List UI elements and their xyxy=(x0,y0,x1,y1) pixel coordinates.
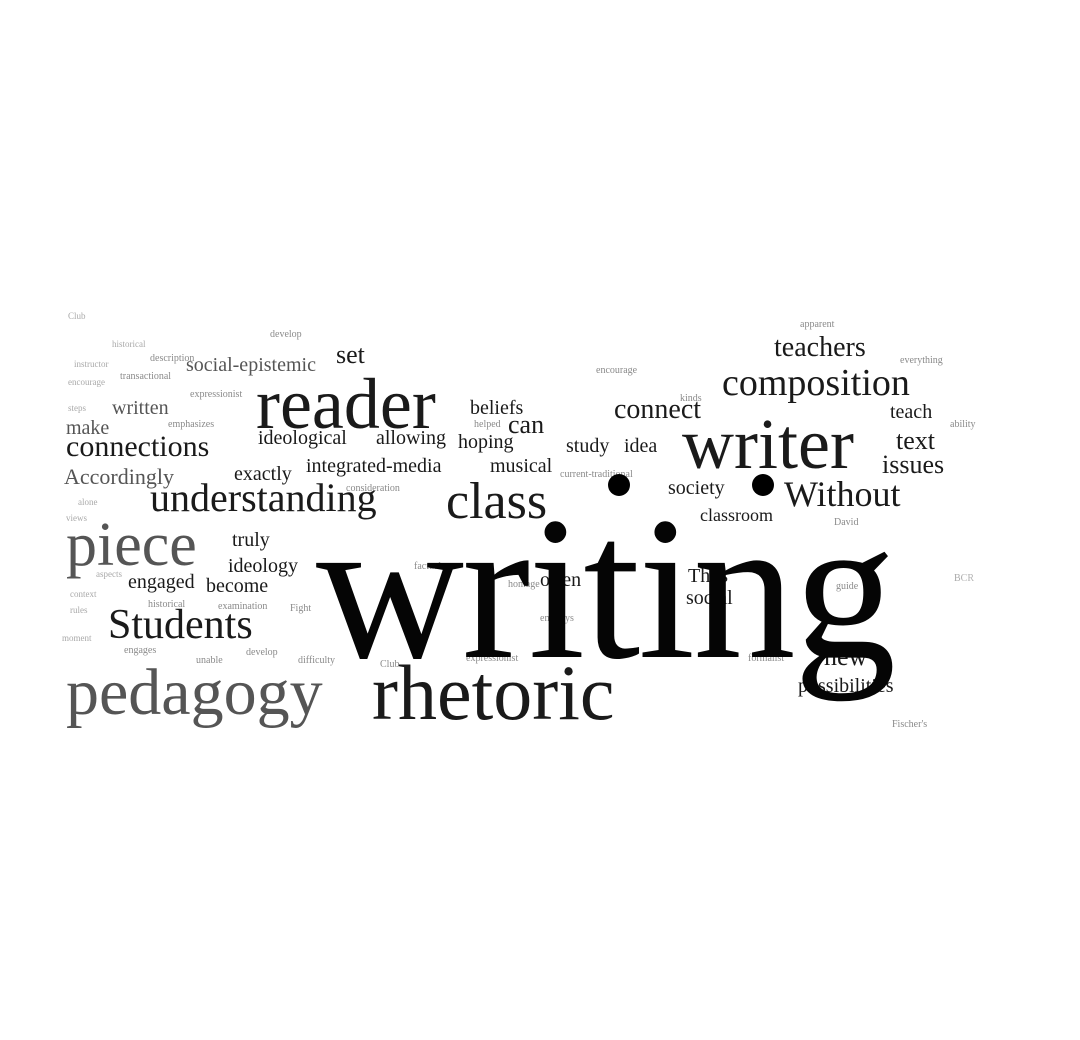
word: consideration xyxy=(346,483,400,494)
word-hero: writing xyxy=(316,475,896,702)
word: kinds xyxy=(680,393,702,404)
hero-dot xyxy=(608,474,630,496)
word: connect xyxy=(614,394,702,425)
word: truly xyxy=(232,529,270,551)
word: Due xyxy=(478,581,495,592)
word: written xyxy=(112,397,169,419)
word: rhetoric xyxy=(372,649,615,736)
word: piece xyxy=(66,511,197,579)
word: classroom xyxy=(700,505,773,525)
word: develop xyxy=(270,329,302,340)
word: Without xyxy=(784,474,901,514)
hero-fade xyxy=(905,520,1025,710)
word: musical xyxy=(490,455,553,477)
word: make xyxy=(66,417,110,439)
word: allowing xyxy=(376,427,446,449)
word: views xyxy=(66,513,87,523)
word: current-traditional xyxy=(560,469,633,480)
word: issues xyxy=(882,450,945,479)
word: develop xyxy=(246,647,278,658)
word: expressionist xyxy=(466,653,519,664)
word: engaged xyxy=(128,571,195,593)
word: Club xyxy=(380,659,400,670)
word: description xyxy=(150,353,195,364)
word: teach xyxy=(890,401,933,423)
word: idea xyxy=(624,435,658,457)
word: alone xyxy=(78,497,98,507)
word: historical xyxy=(148,599,186,610)
word: ideals xyxy=(708,649,732,660)
word: ideology xyxy=(228,555,298,577)
hero-dot xyxy=(752,474,774,496)
word: difficulty xyxy=(298,655,336,666)
word: composition xyxy=(722,362,910,404)
word: expressionist xyxy=(190,389,243,400)
word: Accordingly xyxy=(64,464,174,489)
word: moment xyxy=(62,633,92,643)
word: steps xyxy=(68,403,86,413)
word: become xyxy=(206,575,269,597)
word: writer xyxy=(682,404,854,484)
word: can xyxy=(508,410,545,439)
word: helped xyxy=(474,419,501,430)
word: engages xyxy=(124,645,157,656)
word: study xyxy=(566,435,610,457)
word: employs xyxy=(540,613,574,624)
word: encourage xyxy=(68,377,105,387)
word: integrated-media xyxy=(306,455,442,477)
word: homage xyxy=(508,579,540,590)
word: set xyxy=(336,340,365,369)
word: Club xyxy=(68,311,86,321)
word: instructor xyxy=(74,359,109,369)
word: possibilities xyxy=(798,675,894,697)
word: unable xyxy=(196,655,223,666)
word: ideological xyxy=(258,427,347,449)
word: beliefs xyxy=(470,397,524,419)
word: reader xyxy=(256,364,436,444)
word: examination xyxy=(218,601,268,612)
word: class xyxy=(446,473,548,530)
word: factual xyxy=(414,561,442,572)
word: aspects xyxy=(96,569,122,579)
word: David xyxy=(834,517,859,528)
word: hoping xyxy=(458,431,514,453)
word: often xyxy=(540,569,582,591)
word: Fight xyxy=(290,603,312,614)
word: social-epistemic xyxy=(186,354,316,376)
word: new xyxy=(824,642,868,671)
word: apparent xyxy=(800,319,835,330)
word: Students xyxy=(108,602,253,648)
word: Thus xyxy=(688,565,728,587)
word: BCR xyxy=(954,573,975,584)
word: society xyxy=(668,477,725,499)
word: social xyxy=(686,587,733,609)
word: connections xyxy=(66,430,210,463)
word: everything xyxy=(900,355,943,366)
word: teachers xyxy=(774,332,866,363)
word: Fischer's xyxy=(892,719,928,730)
word: encourage xyxy=(596,365,638,376)
word: transactional xyxy=(120,371,172,382)
word: rules xyxy=(70,605,88,615)
word: guide xyxy=(836,581,859,592)
word: emphasizes xyxy=(168,419,215,430)
word: pedagogy xyxy=(66,656,323,729)
word: exactly xyxy=(234,463,292,485)
word: ability xyxy=(950,419,976,430)
word: understanding xyxy=(150,475,377,520)
word: text xyxy=(896,426,935,455)
word: historical xyxy=(112,339,146,349)
word: context xyxy=(70,589,97,599)
word: formalist xyxy=(748,653,785,664)
